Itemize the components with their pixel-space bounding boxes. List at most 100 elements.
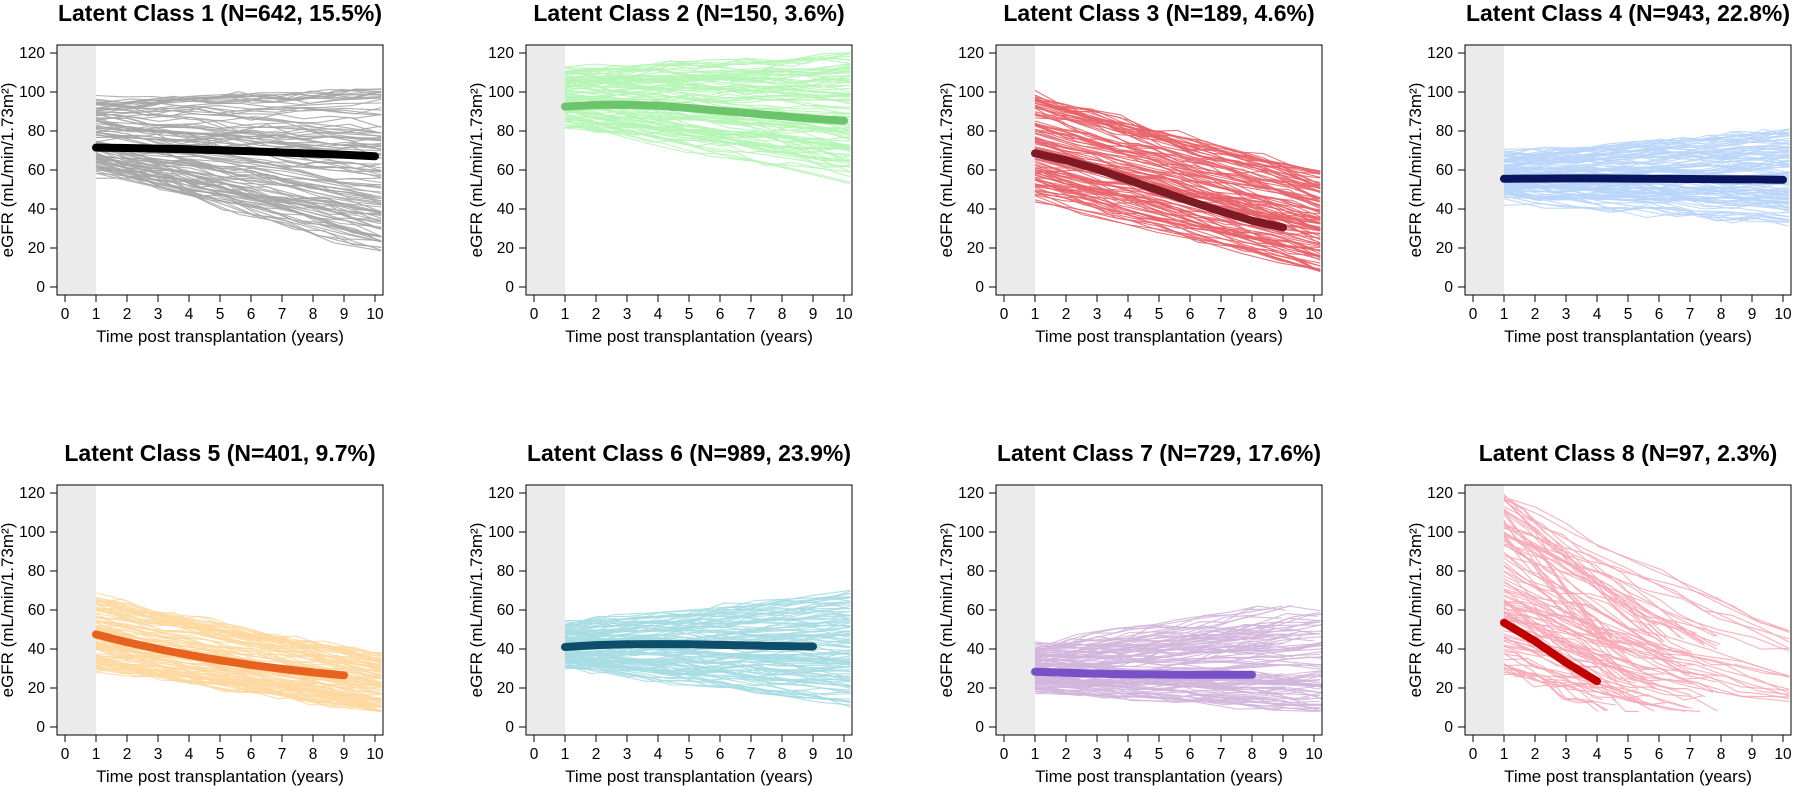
individual-line [1503, 185, 1790, 196]
y-tick-label: 120 [488, 485, 514, 502]
individual-line [1034, 115, 1321, 189]
individual-line [1503, 495, 1719, 638]
individual-line [95, 157, 382, 206]
individual-line [1503, 640, 1790, 698]
individual-line [564, 81, 851, 93]
individual-line [1503, 601, 1664, 675]
y-tick-label: 100 [1427, 84, 1453, 101]
x-tick-label: 4 [654, 746, 663, 763]
x-tick-label: 4 [1124, 746, 1133, 763]
y-tick-label: 120 [958, 485, 984, 502]
x-tick-label: 8 [778, 306, 787, 323]
individual-line [1034, 179, 1321, 267]
individual-line [1034, 657, 1322, 666]
y-tick-label: 40 [28, 641, 46, 658]
x-tick-label: 5 [1624, 306, 1633, 323]
individual-line [1034, 605, 1287, 647]
individual-line [1034, 123, 1321, 225]
y-tick-label: 60 [1436, 162, 1454, 179]
x-tick-label: 7 [747, 746, 756, 763]
individual-line [1503, 189, 1790, 224]
x-tick-label: 2 [1062, 746, 1071, 763]
x-tick-label: 5 [216, 746, 225, 763]
mean-trajectory [1031, 149, 1287, 232]
chart-title: Latent Class 8 (N=97, 2.3%) [1479, 440, 1777, 466]
individual-line [95, 154, 382, 237]
individual-line [1503, 511, 1647, 634]
individual-line [1503, 141, 1790, 162]
x-tick-label: 4 [654, 306, 663, 323]
individual-line [95, 172, 382, 252]
x-tick-label: 6 [1655, 746, 1664, 763]
individual-line [95, 659, 382, 700]
individual-line [95, 592, 382, 659]
y-axis-label: eGFR (mL/min/1.73m²) [0, 523, 17, 698]
individual-line [1034, 616, 1282, 653]
individual-line [95, 88, 382, 105]
x-tick-label: 2 [123, 746, 132, 763]
individual-line [1503, 198, 1790, 223]
individual-line [1034, 644, 1275, 659]
individual-line [564, 53, 851, 72]
individual-line [95, 148, 382, 202]
individual-line [95, 135, 382, 148]
individual-line [1034, 184, 1321, 246]
x-tick-label: 0 [1000, 306, 1009, 323]
y-tick-label: 20 [967, 680, 985, 697]
x-tick-label: 6 [1186, 306, 1195, 323]
individual-line [95, 91, 382, 100]
individual-line [564, 63, 851, 84]
y-tick-label: 80 [1436, 123, 1454, 140]
individual-line [95, 133, 382, 195]
y-tick-label: 0 [975, 719, 984, 736]
individual-line [564, 647, 851, 664]
mean-trajectory [92, 630, 348, 680]
individual-line [1503, 645, 1718, 712]
x-tick-label: 8 [309, 746, 318, 763]
y-axis-label: eGFR (mL/min/1.73m²) [0, 83, 17, 258]
individual-line [1034, 94, 1321, 175]
individual-line [95, 116, 382, 134]
individual-line [1034, 644, 1322, 660]
x-tick-label: 0 [1469, 746, 1478, 763]
shaded-region [1465, 485, 1504, 735]
x-tick-label: 10 [1774, 306, 1792, 323]
x-tick-label: 1 [1500, 306, 1509, 323]
y-axis-label: eGFR (mL/min/1.73m²) [1406, 523, 1425, 698]
y-tick-label: 100 [958, 84, 984, 101]
x-tick-label: 5 [1155, 306, 1164, 323]
individual-line [564, 596, 851, 630]
x-tick-label: 6 [247, 306, 256, 323]
individual-line [95, 662, 382, 712]
x-tick-label: 5 [685, 306, 694, 323]
individual-line [565, 664, 851, 686]
x-tick-label: 1 [92, 746, 101, 763]
individual-line [1034, 129, 1321, 208]
individual-line [564, 68, 851, 79]
individual-line [1034, 97, 1321, 186]
individual-line [1034, 189, 1321, 248]
individual-line [564, 590, 851, 631]
mean-trajectory [1031, 667, 1256, 679]
individual-line [1034, 621, 1319, 665]
individual-line [1503, 531, 1673, 656]
x-tick-label: 10 [366, 306, 384, 323]
x-tick-label: 9 [1748, 746, 1757, 763]
x-tick-label: 7 [1217, 746, 1226, 763]
x-tick-label: 10 [1774, 746, 1792, 763]
x-tick-label: 7 [1686, 746, 1695, 763]
x-tick-label: 0 [1469, 306, 1478, 323]
shaded-region [57, 45, 96, 295]
individual-line [95, 141, 382, 180]
individual-line [1034, 623, 1271, 655]
x-axis-label: Time post transplantation (years) [1504, 327, 1752, 346]
y-tick-label: 60 [967, 162, 985, 179]
individual-line [95, 602, 382, 665]
x-tick-label: 9 [809, 746, 818, 763]
x-tick-label: 9 [1279, 306, 1288, 323]
individual-line [1503, 613, 1790, 678]
y-tick-label: 0 [36, 279, 45, 296]
mean-trajectory [1500, 618, 1601, 686]
y-tick-label: 100 [1427, 524, 1453, 541]
